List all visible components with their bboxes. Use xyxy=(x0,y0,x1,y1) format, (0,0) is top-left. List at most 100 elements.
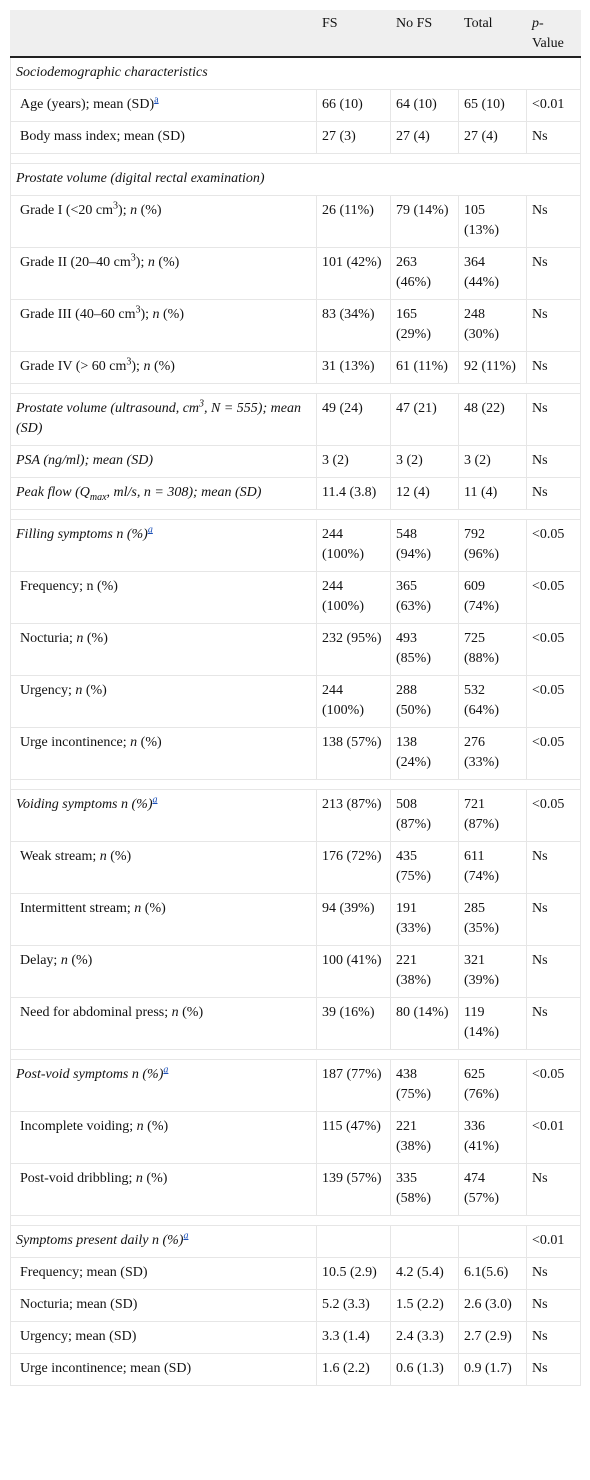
table-row: Post-void dribbling; n (%) 139 (57%) 335 (… xyxy=(10,1163,581,1216)
value-cell: 438 (75%) xyxy=(390,1059,459,1112)
table-row: Incomplete voiding; n (%) 115 (47%) 221 (3… xyxy=(10,1111,581,1164)
value-cell: 66 (10) xyxy=(316,89,391,122)
cell-text: 12 (4) xyxy=(396,485,430,500)
label-italic: n xyxy=(130,735,138,750)
cell-text: 83 (34%) xyxy=(322,307,375,322)
value-cell: <0.05 xyxy=(526,571,581,624)
label-text: Peak flow (Q xyxy=(16,485,90,500)
row-label: Incomplete voiding; n (%) xyxy=(10,1111,317,1164)
row-label: Sociodemographic characteristics xyxy=(10,56,581,90)
value-cell: 92 (11%) xyxy=(458,351,527,384)
cell-text: 609 (74%) xyxy=(464,579,499,614)
cell-text: <0.01 xyxy=(532,97,565,112)
cell-text: 548 (94%) xyxy=(396,527,431,562)
value-cell: 31 (13%) xyxy=(316,351,391,384)
row-label: Nocturia; mean (SD) xyxy=(10,1289,317,1322)
label-text: Urgency; xyxy=(20,683,76,698)
value-cell: 721 (87%) xyxy=(458,789,527,842)
row-label: Grade III (40–60 cm3); n (%) xyxy=(10,299,317,352)
spacer-cell xyxy=(10,1215,581,1226)
table-row: Sociodemographic characteristics xyxy=(10,56,581,90)
row-label: Voiding symptoms n (%)a xyxy=(10,789,317,842)
value-cell: Ns xyxy=(526,893,581,946)
row-label: Weak stream; n (%) xyxy=(10,841,317,894)
label-text: , N = 555); mean (SD) xyxy=(16,401,301,436)
label-italic: n xyxy=(136,1119,144,1134)
spacer-row xyxy=(10,779,581,790)
cell-text: Ns xyxy=(532,359,548,374)
cell-text: 321 (39%) xyxy=(464,953,499,988)
value-cell: Ns xyxy=(526,1163,581,1216)
label-text: Grade IV (> 60 cm xyxy=(20,359,127,374)
cell-text: 101 (42%) xyxy=(322,255,382,270)
value-cell: 64 (10) xyxy=(390,89,459,122)
header-cell: Total xyxy=(458,10,527,58)
label-text: (%) xyxy=(83,631,108,646)
cell-text: 64 (10) xyxy=(396,97,437,112)
label-note: a xyxy=(153,794,158,805)
label-text: (%) xyxy=(143,1119,169,1134)
value-cell: 244 (100%) xyxy=(316,675,391,728)
table-row: Grade III (40–60 cm3); n (%) 83 (34%) 165 … xyxy=(10,299,581,352)
value-cell: 138 (57%) xyxy=(316,727,391,780)
table-row: Urge incontinence; n (%) 138 (57%) 138 (24… xyxy=(10,727,581,780)
label-italic: n xyxy=(147,255,155,270)
cell-text: 3 (2) xyxy=(464,453,491,468)
label-italic: n xyxy=(76,631,84,646)
table-row: Urgency; n (%) 244 (100%) 288 (50%) 532 (64… xyxy=(10,675,581,728)
cell-text: <0.05 xyxy=(532,527,565,542)
row-label: Symptoms present daily n (%)a xyxy=(10,1225,317,1258)
table-row: Symptoms present daily n (%)a <0.01 xyxy=(10,1225,581,1258)
value-cell: 115 (47%) xyxy=(316,1111,391,1164)
value-cell: <0.01 xyxy=(526,1111,581,1164)
footnote-link[interactable]: a xyxy=(154,94,159,106)
table-row: Grade I (<20 cm3); n (%) 26 (11%) 79 (14%)… xyxy=(10,195,581,248)
value-cell xyxy=(390,1225,459,1258)
value-cell: 248 (30%) xyxy=(458,299,527,352)
cell-text: 335 (58%) xyxy=(396,1171,431,1206)
value-cell: 213 (87%) xyxy=(316,789,391,842)
cell-text: 493 (85%) xyxy=(396,631,431,666)
label-text: (%) xyxy=(154,255,180,270)
label-text: Symptoms present daily n (%) xyxy=(16,1233,184,1248)
cell-text: 276 (33%) xyxy=(464,735,499,770)
footnote-link[interactable]: a xyxy=(183,1230,189,1242)
label-text: PSA (ng/ml); mean (SD) xyxy=(16,453,153,468)
value-cell: 285 (35%) xyxy=(458,893,527,946)
value-cell: 611 (74%) xyxy=(458,841,527,894)
cell-text: 221 (38%) xyxy=(396,1119,431,1154)
cell-text: 138 (24%) xyxy=(396,735,431,770)
row-label: Intermittent stream; n (%) xyxy=(10,893,317,946)
value-cell: 336 (41%) xyxy=(458,1111,527,1164)
value-cell: Ns xyxy=(526,351,581,384)
cell-text: Ns xyxy=(532,1265,548,1280)
value-cell: 0.6 (1.3) xyxy=(390,1353,459,1386)
cell-text: 48 (22) xyxy=(464,401,505,416)
value-cell: Ns xyxy=(526,299,581,352)
label-text: ); xyxy=(140,307,153,322)
row-label: Prostate volume (digital rectal examinat… xyxy=(10,163,581,196)
value-cell: 3 (2) xyxy=(390,445,459,478)
value-cell: 105 (13%) xyxy=(458,195,527,248)
cell-text: Ns xyxy=(532,129,548,144)
cell-text: 39 (16%) xyxy=(322,1005,375,1020)
table-row: Need for abdominal press; n (%) 39 (16%) 8… xyxy=(10,997,581,1050)
value-cell: 548 (94%) xyxy=(390,519,459,572)
row-label: Urgency; mean (SD) xyxy=(10,1321,317,1354)
header-cell xyxy=(10,10,317,58)
cell-text: 232 (95%) xyxy=(322,631,382,646)
footnote-link[interactable]: a xyxy=(152,794,158,806)
label-italic: n xyxy=(171,1005,179,1020)
table-row: PSA (ng/ml); mean (SD) 3 (2) 3 (2) 3 (2) Ns xyxy=(10,445,581,478)
cell-text: 435 (75%) xyxy=(396,849,431,884)
footnote-link[interactable]: a xyxy=(163,1064,169,1076)
value-cell: 176 (72%) xyxy=(316,841,391,894)
cell-text: 1.5 (2.2) xyxy=(396,1297,444,1312)
cell-text: 336 (41%) xyxy=(464,1119,499,1154)
cell-text: 105 (13%) xyxy=(464,203,499,238)
footnote-link[interactable]: a xyxy=(147,524,153,536)
table-row: Urgency; mean (SD) 3.3 (1.4) 2.4 (3.3) 2.7 … xyxy=(10,1321,581,1354)
cell-text: <0.01 xyxy=(532,1233,565,1248)
table-header: FS No FS Total p-Value xyxy=(10,10,581,58)
value-cell: 27 (4) xyxy=(390,121,459,154)
